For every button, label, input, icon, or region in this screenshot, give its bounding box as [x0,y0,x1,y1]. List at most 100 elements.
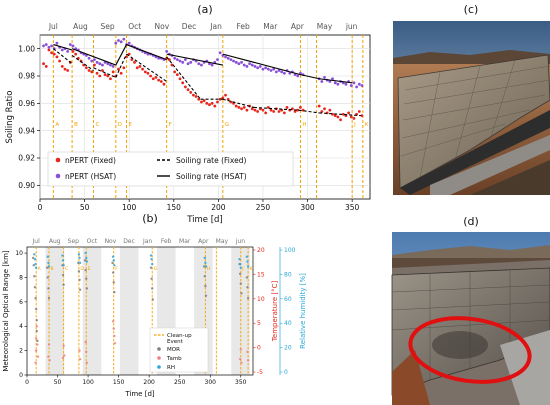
b-point-rh [61,254,64,257]
b-month-label: Sep [68,238,80,245]
a-month-label: Apr [291,22,305,31]
a-point-hsat [232,59,235,63]
a-point-hsat [336,82,340,86]
a-fit-fixed [71,55,94,71]
a-point-hsat [60,48,64,52]
b-event-label: H [207,266,210,272]
b-point-tamb [112,327,115,330]
b-point-mor [83,259,87,262]
b-point-tamb [36,343,39,346]
b-point-rh [85,256,88,260]
b-point-mor [77,270,81,273]
a-point-fixed [151,77,155,81]
a-point-fixed [242,106,246,109]
a-point-hsat [127,41,131,45]
b-month-label: jun [235,238,245,245]
a-point-fixed [357,110,361,113]
legend-label-fixed: nPERT (Fixed) [65,156,116,165]
b-point-tamb [246,350,249,354]
a-month-label: Dec [182,22,197,31]
a-xtick-label: 250 [256,203,271,212]
a-event-label: E [129,122,133,128]
a-point-hsat [240,60,243,64]
b-month-label: Dec [123,238,135,245]
a-point-hsat [119,40,123,44]
b-temp-tick-label: 5 [257,320,261,327]
b-month-label: Aug [49,238,61,245]
a-point-fixed [208,103,211,107]
b-point-mor [33,275,36,278]
a-point-hsat [183,58,187,61]
b-rh-tick-label: 60 [284,296,292,303]
a-event-label: H [302,122,306,128]
a-event-label: G [225,122,229,128]
b-point-rh [46,255,49,258]
b-point-mor [78,278,81,282]
a-point-hsat [269,69,273,72]
a-month-label: jun [345,22,358,31]
a-point-hsat [66,50,70,53]
b-month-label: Apr [198,238,209,245]
b-ytick-label: 10 [15,250,23,257]
b-point-rh [238,262,242,266]
a-point-fixed [333,114,337,118]
a-point-hsat [264,66,268,70]
a-point-fixed [103,73,107,77]
a-point-hsat [87,56,91,60]
b-ylabel-temperature: Temperature [°C] [271,281,279,343]
panel-label-a: (a) [197,3,212,16]
a-point-fixed [285,106,289,109]
a-month-label: Oct [128,22,141,31]
legend-label-hsat: nPERT (HSAT) [65,172,116,181]
panel-label-b: (b) [142,212,158,225]
a-point-fixed [183,85,187,89]
soiling-ratio-chart: 0 50 100 150 200 250 300 350 0.90 0.92 0.94 0.96 0.… [5,22,371,225]
a-point-fixed [42,62,45,66]
a-fit-fixed [222,98,255,108]
legend-marker-hsat [55,173,61,179]
a-point-fixed [135,66,139,70]
b-point-mor [111,261,114,265]
a-point-fixed [58,59,62,63]
b-point-tamb [47,355,50,358]
b-point-rh [151,262,154,266]
a-xlabel: Time [d] [186,215,223,225]
b-rh-tick-label: 80 [284,271,292,278]
b-rh-tick-label: 40 [284,320,292,327]
soiling-highlight-ellipse [408,316,532,384]
b-xtick-label: 50 [54,379,62,386]
a-point-hsat [197,62,201,66]
a-point-fixed [74,52,78,56]
b-point-tamb [47,343,51,346]
a-month-label: Sep [101,22,115,31]
a-point-fixed [111,70,115,74]
a-point-fixed [143,70,147,74]
b-ylabel-humidity: Relative humidity [%] [299,273,307,349]
a-fit-hsat [53,44,73,51]
a-point-fixed [282,111,286,115]
b-point-rh [33,257,37,261]
a-point-fixed [186,88,190,92]
legend-label-hsat-rate: Soiling rate (HSAT) [176,172,247,181]
a-month-label: Jul [48,22,58,31]
a-point-hsat [42,44,45,48]
a-point-hsat [178,59,182,63]
a-point-hsat [157,56,161,60]
a-point-hsat [323,75,326,79]
a-point-hsat [109,63,112,67]
a-point-hsat [331,77,334,81]
a-point-fixed [170,63,174,67]
a-event-label: A [55,122,59,128]
legend-label-rh: RH [167,365,175,371]
b-ytick-label: 4 [19,323,23,330]
a-point-hsat [55,41,59,45]
a-point-hsat [117,39,120,42]
b-event-label: E [88,266,91,272]
b-month-label: Feb [161,238,172,245]
a-fit-hsat [126,44,167,61]
a-point-fixed [162,82,166,86]
b-point-rh [78,261,82,265]
a-point-fixed [149,74,152,78]
a-point-fixed [320,110,324,113]
legend-marker-rh [157,365,161,369]
